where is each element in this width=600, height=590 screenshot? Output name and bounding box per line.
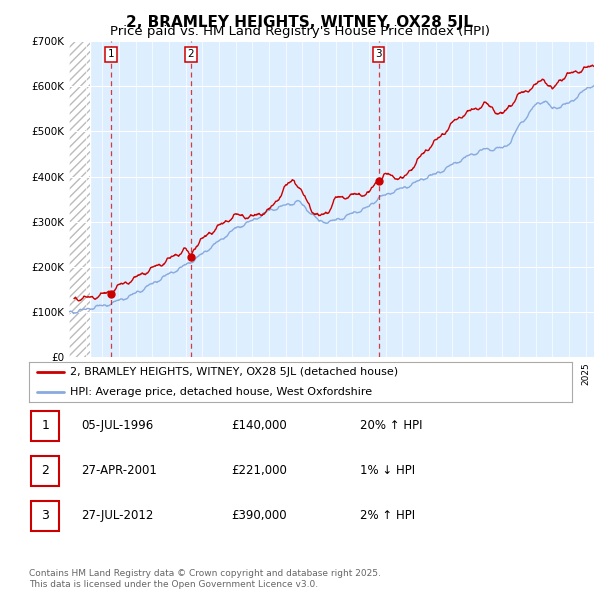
Text: Contains HM Land Registry data © Crown copyright and database right 2025.
This d: Contains HM Land Registry data © Crown c… [29, 569, 380, 589]
Bar [69, 41, 90, 357]
Text: 1% ↓ HPI: 1% ↓ HPI [360, 464, 415, 477]
Text: 2, BRAMLEY HEIGHTS, WITNEY, OX28 5JL (detached house): 2, BRAMLEY HEIGHTS, WITNEY, OX28 5JL (de… [70, 368, 398, 377]
Text: 2: 2 [41, 464, 49, 477]
Bar [69, 41, 90, 357]
Text: 3: 3 [41, 509, 49, 522]
Text: £390,000: £390,000 [231, 509, 287, 522]
Text: 20% ↑ HPI: 20% ↑ HPI [360, 419, 422, 432]
Text: 1: 1 [41, 419, 49, 432]
Text: Price paid vs. HM Land Registry's House Price Index (HPI): Price paid vs. HM Land Registry's House … [110, 25, 490, 38]
Text: 05-JUL-1996: 05-JUL-1996 [81, 419, 153, 432]
FancyBboxPatch shape [31, 456, 59, 486]
Text: HPI: Average price, detached house, West Oxfordshire: HPI: Average price, detached house, West… [70, 388, 371, 397]
Text: 1: 1 [107, 49, 114, 59]
Text: £221,000: £221,000 [231, 464, 287, 477]
Text: 2: 2 [188, 49, 194, 59]
Text: £140,000: £140,000 [231, 419, 287, 432]
Text: 27-JUL-2012: 27-JUL-2012 [81, 509, 154, 522]
Text: 3: 3 [375, 49, 382, 59]
FancyBboxPatch shape [31, 411, 59, 441]
Text: 27-APR-2001: 27-APR-2001 [81, 464, 157, 477]
FancyBboxPatch shape [31, 501, 59, 530]
Text: 2, BRAMLEY HEIGHTS, WITNEY, OX28 5JL: 2, BRAMLEY HEIGHTS, WITNEY, OX28 5JL [127, 15, 473, 30]
Text: 2% ↑ HPI: 2% ↑ HPI [360, 509, 415, 522]
